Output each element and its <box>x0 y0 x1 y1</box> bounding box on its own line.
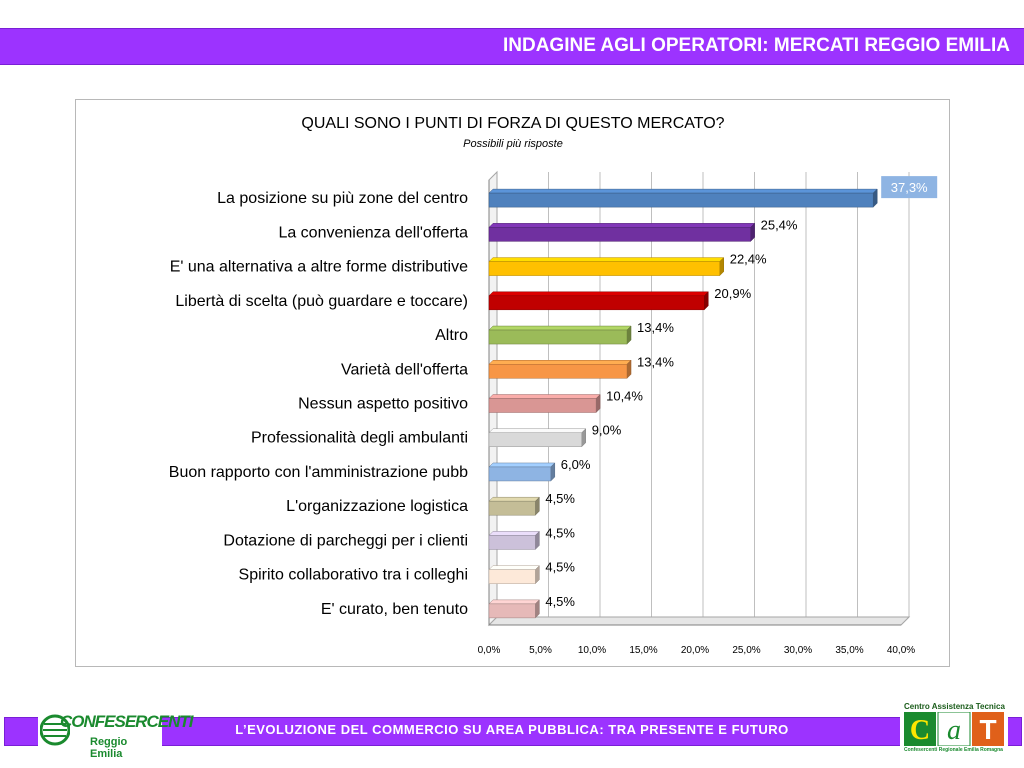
category-label: Varietà dell'offerta <box>341 361 468 378</box>
cat-letters-icon: C a T <box>904 712 1004 746</box>
category-label: Buon rapporto con l'amministrazione pubb <box>169 464 468 481</box>
bar <box>488 393 601 414</box>
bar <box>488 256 725 277</box>
bar <box>488 359 632 379</box>
value-label: 6,0% <box>561 457 591 472</box>
category-label: E' una alternativa a altre forme distrib… <box>170 259 468 276</box>
category-label: Nessun aspetto positivo <box>298 396 468 413</box>
chart-subtitle: Possibili più risposte <box>463 138 563 150</box>
footer-text: L’EVOLUZIONE DEL COMMERCIO SU AREA PUBBL… <box>235 722 789 737</box>
value-label: 20,9% <box>714 286 751 301</box>
category-label: La convenienza dell'offerta <box>278 224 468 241</box>
x-tick-label: 25,0% <box>732 645 760 656</box>
value-label-box <box>881 176 938 199</box>
bars <box>488 188 878 619</box>
value-label: 4,5% <box>545 594 575 609</box>
confesercenti-logo: CONFESERCENTI Reggio Emilia <box>38 704 193 760</box>
category-label: Libertà di scelta (può guardare e toccar… <box>175 293 468 310</box>
bar <box>488 530 540 551</box>
bar <box>488 565 540 585</box>
category-label: L'organizzazione logistica <box>286 498 468 515</box>
floor <box>487 616 911 626</box>
x-tick-label: 35,0% <box>835 645 863 656</box>
cat-bottom-label: Confesercenti Regionale Emilia Romagna <box>904 747 1003 753</box>
bar <box>488 462 556 482</box>
cat-logo: Centro Assistenza Tecnica C a T Confeser… <box>900 700 1008 758</box>
category-label: Altro <box>435 327 468 344</box>
chart-title: QUALI SONO I PUNTI DI FORZA DI QUESTO ME… <box>301 115 724 132</box>
header-title: INDAGINE AGLI OPERATORI: MERCATI REGGIO … <box>502 35 1010 56</box>
logo-sub-text: Reggio Emilia <box>90 736 128 760</box>
cat-letter: a <box>947 715 961 746</box>
x-tick-label: 20,0% <box>681 645 709 656</box>
cat-letter: T <box>979 714 996 745</box>
cat-letter: C <box>910 715 930 746</box>
logo-brand-text: CONFESERCENTI <box>60 712 193 731</box>
bar <box>488 222 756 242</box>
chart-frame: QUALI SONO I PUNTI DI FORZA DI QUESTO ME… <box>75 99 950 667</box>
footer-bar: L’EVOLUZIONE DEL COMMERCIO SU AREA PUBBL… <box>0 717 1024 746</box>
x-tick-label: 15,0% <box>629 645 657 656</box>
value-label: 22,4% <box>730 252 767 267</box>
cat-top-label: Centro Assistenza Tecnica <box>904 702 1005 711</box>
value-label: 4,5% <box>545 525 575 540</box>
value-label: 37,3% <box>891 180 928 195</box>
bar <box>488 496 540 516</box>
x-tick-label: 5,0% <box>529 645 552 656</box>
header-bar: INDAGINE AGLI OPERATORI: MERCATI REGGIO … <box>0 28 1024 65</box>
bar <box>488 188 878 208</box>
value-label: 13,4% <box>637 320 674 335</box>
x-tick-label: 0,0% <box>478 645 501 656</box>
category-label: Spirito collaborativo tra i colleghi <box>239 567 468 584</box>
category-label: Professionalità degli ambulanti <box>251 430 468 447</box>
bar <box>488 291 709 311</box>
gridline <box>797 172 807 626</box>
value-label: 25,4% <box>761 217 798 232</box>
value-label: 10,4% <box>606 389 643 404</box>
bar <box>488 599 540 619</box>
x-tick-label: 10,0% <box>578 645 606 656</box>
footer-stripe <box>4 717 1022 746</box>
value-label: 9,0% <box>592 423 622 438</box>
category-label: E' curato, ben tenuto <box>321 601 468 618</box>
gridline <box>849 172 858 626</box>
category-label: La posizione su più zone del centro <box>217 190 468 207</box>
x-tick-label: 30,0% <box>784 645 812 656</box>
bar-chart: QUALI SONO I PUNTI DI FORZA DI QUESTO ME… <box>169 115 938 656</box>
category-label: Dotazione di parcheggi per i clienti <box>223 532 468 549</box>
x-tick-label: 40,0% <box>887 645 915 656</box>
bar <box>488 325 632 345</box>
confesercenti-globe-icon <box>40 714 70 746</box>
labels: 0,0% 5,0% 10,0% 15,0% 20,0% 25,0% 30,0% 35,0% 40… <box>169 176 938 656</box>
value-label: 4,5% <box>545 560 575 575</box>
bar <box>488 428 587 448</box>
gridline <box>900 172 910 626</box>
value-label: 13,4% <box>637 354 674 369</box>
value-label: 4,5% <box>545 491 575 506</box>
